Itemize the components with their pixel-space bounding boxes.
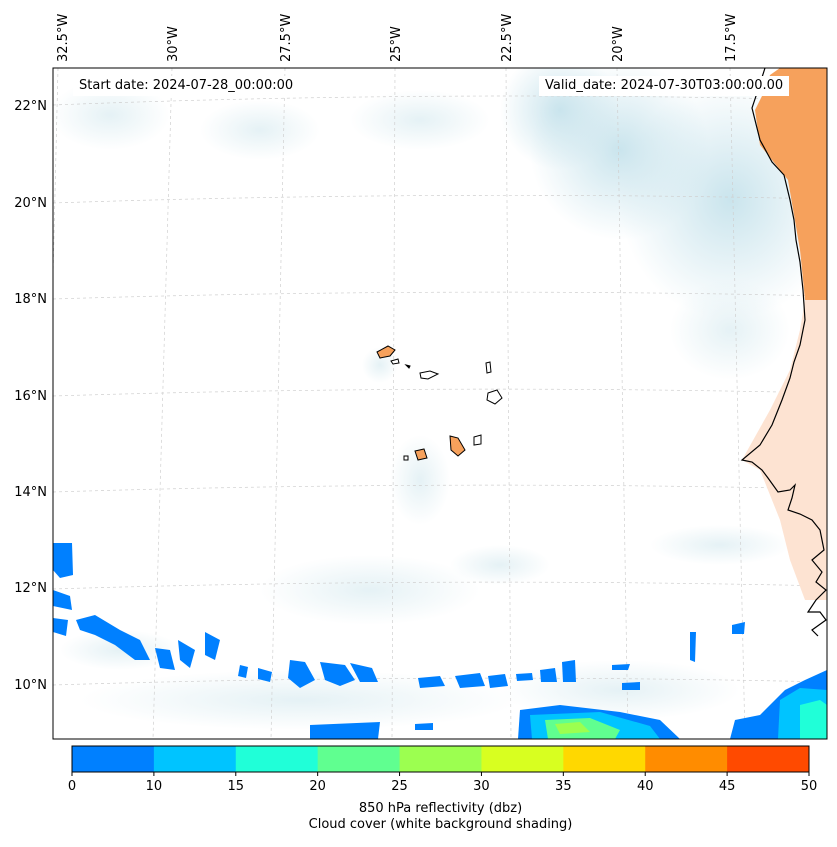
colorbar-tick-label: 50 bbox=[801, 779, 818, 794]
colorbar-tick-label: 0 bbox=[68, 779, 76, 794]
colorbar-segment bbox=[481, 746, 564, 772]
lat-label: 20°N bbox=[14, 196, 47, 211]
colorbar-segment bbox=[563, 746, 646, 772]
colorbar-tick-label: 10 bbox=[146, 779, 163, 794]
reflectivity-echoes bbox=[53, 543, 827, 739]
colorbar-tick-label: 45 bbox=[719, 779, 736, 794]
longitude-labels: 32.5°W 30°W 27.5°W 25°W 22.5°W 20°W 17.5… bbox=[56, 14, 739, 62]
map-frame bbox=[52, 67, 828, 740]
colorbar-frame bbox=[71, 745, 810, 773]
start-date-label: Start date: 2024-07-28_00:00:00 bbox=[73, 76, 300, 96]
colorbar-segment bbox=[72, 746, 155, 772]
colorbar-tick-label: 20 bbox=[309, 779, 326, 794]
latitude-labels: 22°N 20°N 18°N 16°N 14°N 12°N 10°N bbox=[14, 99, 47, 693]
coastline bbox=[740, 68, 827, 637]
colorbar-segment bbox=[645, 746, 728, 772]
colorbar-tick-label: 35 bbox=[555, 779, 572, 794]
lat-label: 12°N bbox=[14, 581, 47, 596]
colorbar-segment bbox=[317, 746, 401, 772]
lon-label: 20°W bbox=[611, 26, 626, 62]
africa-landmass-south bbox=[742, 300, 827, 600]
colorbar-tick-label: 40 bbox=[637, 779, 654, 794]
lat-label: 22°N bbox=[14, 99, 47, 114]
colorbar-tick-label: 15 bbox=[228, 779, 245, 794]
lon-label: 25°W bbox=[389, 26, 404, 62]
colorbar-segment bbox=[153, 746, 237, 772]
cloud-cover-shading bbox=[53, 68, 827, 730]
lon-label: 32.5°W bbox=[56, 14, 71, 62]
colorbar-segment bbox=[235, 746, 319, 772]
lat-label: 18°N bbox=[14, 292, 47, 307]
colorbar-sublabel: Cloud cover (white background shading) bbox=[308, 817, 573, 832]
lon-label: 17.5°W bbox=[724, 14, 739, 62]
colorbar-segment bbox=[399, 746, 482, 772]
colorbar-label: 850 hPa reflectivity (dbz) bbox=[358, 801, 523, 816]
colorbar-caption: 850 hPa reflectivity (dbz) Cloud cover (… bbox=[72, 801, 809, 833]
colorbar: 0 10 15 20 25 30 35 40 45 50 bbox=[68, 745, 818, 794]
africa-landmass bbox=[755, 68, 827, 300]
colorbar-segment bbox=[727, 746, 810, 772]
valid-date-label: Valid_date: 2024-07-30T03:00:00.00 bbox=[539, 76, 790, 96]
lon-label: 30°W bbox=[166, 26, 181, 62]
colorbar-tick-label: 25 bbox=[391, 779, 408, 794]
colorbar-tick-label: 30 bbox=[473, 779, 490, 794]
lat-label: 14°N bbox=[14, 485, 47, 500]
cape-verde-islands bbox=[376, 345, 503, 461]
lat-label: 10°N bbox=[14, 678, 47, 693]
lon-label: 27.5°W bbox=[279, 14, 294, 62]
lat-label: 16°N bbox=[14, 389, 47, 404]
lon-label: 22.5°W bbox=[500, 14, 515, 62]
